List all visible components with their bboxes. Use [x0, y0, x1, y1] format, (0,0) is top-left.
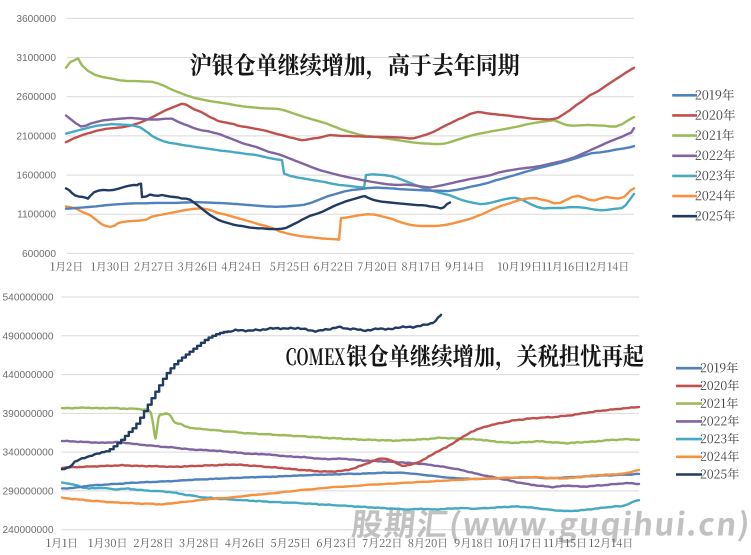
svg-text:3100000: 3100000: [16, 53, 56, 64]
svg-text:340000000: 340000000: [3, 448, 54, 459]
svg-text:290000000: 290000000: [3, 486, 54, 497]
svg-text:540000000: 540000000: [3, 293, 54, 304]
svg-text:490000000: 490000000: [3, 331, 54, 342]
svg-text:1100000: 1100000: [17, 210, 56, 221]
svg-text:390000000: 390000000: [3, 409, 54, 420]
svg-text:1600000: 1600000: [16, 171, 56, 182]
svg-text:2100000: 2100000: [16, 131, 56, 142]
svg-text:240000000: 240000000: [3, 525, 54, 536]
svg-text:440000000: 440000000: [3, 370, 54, 381]
svg-text:600000: 600000: [22, 249, 56, 260]
svg-text:2600000: 2600000: [16, 92, 56, 103]
svg-text:3600000: 3600000: [16, 14, 56, 25]
